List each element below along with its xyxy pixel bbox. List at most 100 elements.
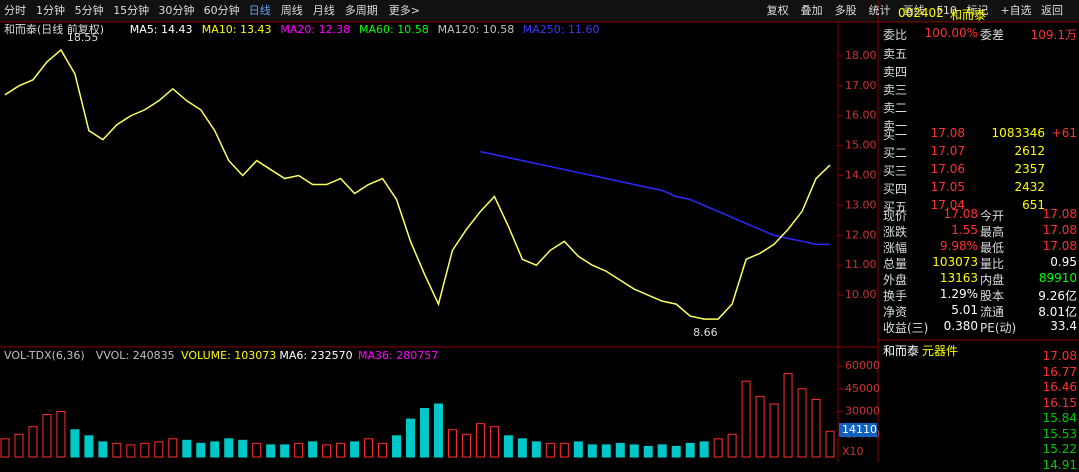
buy-price: 17.06	[930, 162, 965, 176]
period-tab[interactable]: 15分钟	[113, 3, 149, 17]
period-tab[interactable]: 月线	[313, 3, 335, 17]
tool-button[interactable]: 复权	[767, 3, 789, 17]
volume-bar	[671, 445, 681, 458]
volume-bar	[559, 442, 569, 458]
volume-bar	[811, 398, 821, 458]
stat-value: 5.01	[951, 303, 978, 317]
volume-bar	[98, 441, 108, 458]
y-tick-label: 12.00	[845, 228, 877, 241]
sell-label: 卖三	[883, 83, 908, 97]
tool-button[interactable]: +自选	[1000, 4, 1031, 17]
stat-value: 8.01亿	[1038, 305, 1077, 319]
buy-price: 17.05	[930, 180, 965, 194]
period-tab[interactable]: 分时	[4, 4, 26, 17]
tool-button[interactable]: 统计	[869, 4, 891, 17]
volume-bar	[364, 438, 374, 458]
volume-bar	[797, 388, 807, 458]
period-tab[interactable]: 60分钟	[204, 3, 240, 17]
volume-bar	[336, 442, 346, 458]
mini-axis-label: 16.46	[1042, 380, 1077, 394]
volume-bar	[783, 373, 793, 458]
volume-bar	[70, 429, 80, 458]
volume-bar	[252, 442, 262, 458]
stat-value: 9.26亿	[1038, 289, 1077, 303]
stat-label: 涨幅	[883, 241, 908, 255]
volume-bar	[266, 444, 276, 458]
volume-legend: VOL-TDX(6,36)	[4, 349, 85, 362]
buy-volume: 2612	[1014, 144, 1045, 158]
volume-bar	[587, 444, 597, 458]
sell-label: 卖五	[883, 47, 908, 61]
mini-axis-label: 16.77	[1042, 364, 1077, 379]
buy-label: 买五	[883, 200, 908, 214]
volume-bar	[517, 438, 527, 458]
period-tab[interactable]: 更多>	[389, 3, 420, 17]
y-tick-label: 13.00	[845, 198, 877, 211]
volume-bar	[182, 439, 192, 458]
tab[interactable]: 元器件	[922, 344, 959, 358]
volume-bar	[573, 441, 583, 458]
stock-code: 002402	[898, 6, 944, 20]
stat-label: 股本	[980, 289, 1005, 303]
tool-button[interactable]: 多股	[835, 3, 857, 17]
scale-label: X10	[842, 445, 864, 458]
stock-name: 和而泰	[950, 8, 987, 22]
stat-value: 103073	[932, 255, 978, 269]
stat-label: 内盘	[980, 273, 1005, 287]
volume-bar	[643, 445, 653, 458]
volume-bar	[168, 438, 178, 458]
volume-bar	[0, 438, 10, 458]
tool-button[interactable]: 叠加	[801, 4, 823, 17]
volume-bar	[503, 435, 513, 458]
volume-bar	[56, 411, 66, 458]
sell-label: 卖一	[883, 119, 908, 133]
buy-price: 17.07	[930, 144, 965, 158]
volume-bar	[433, 403, 443, 458]
volume-bar	[419, 408, 429, 458]
period-tab[interactable]: 日线	[249, 3, 271, 17]
volume-bar	[545, 442, 555, 458]
tool-button[interactable]: 返回	[1041, 4, 1063, 17]
buy-price: 17.04	[930, 198, 965, 212]
tool-button[interactable]: 画线	[903, 3, 925, 17]
mini-axis-label: 14.91	[1042, 457, 1077, 472]
volume-bar	[140, 442, 150, 458]
period-tab[interactable]: 1分钟	[36, 3, 65, 17]
volume-bar	[713, 438, 723, 458]
period-tab[interactable]: 5分钟	[75, 3, 104, 17]
volume-bar	[196, 442, 206, 458]
stat-label: 收益(三)	[883, 321, 929, 335]
volume-bar	[461, 433, 471, 458]
ma-legend: MA60: 10.58	[359, 23, 429, 36]
volume-bar	[406, 418, 416, 458]
volume-bar	[699, 441, 709, 458]
stat-label: 总量	[883, 257, 908, 271]
period-tab[interactable]: 30分钟	[158, 3, 194, 17]
volume-bar	[769, 403, 779, 458]
period-tab[interactable]: 多周期	[345, 3, 378, 17]
ma-legend: MA10: 13.43	[202, 23, 272, 36]
buy-volume: 1083346	[991, 126, 1045, 140]
mini-axis-label: 17.08	[1042, 349, 1077, 363]
volume-bar	[224, 438, 234, 458]
stat-label: 流通	[980, 305, 1005, 319]
period-tab[interactable]: 周线	[281, 3, 303, 17]
stat-label: 净资	[883, 305, 908, 319]
volume-bar	[84, 435, 94, 458]
mini-axis-label: 15.84	[1042, 411, 1077, 425]
low-label: 8.66	[693, 326, 718, 339]
stat-value: 17.08	[1042, 207, 1077, 221]
tool-button[interactable]: 标记	[966, 3, 988, 17]
volume-bar	[392, 435, 402, 458]
buy-change: +61	[1051, 126, 1077, 140]
volume-bar	[685, 442, 695, 458]
tool-button[interactable]: F10	[937, 4, 957, 17]
volume-legend: MA6: 232570	[279, 349, 352, 362]
y-tick-label: 17.00	[845, 79, 877, 92]
stat-value: 17.08	[943, 207, 978, 221]
volume-bar	[42, 414, 52, 458]
stat-label: PE(动)	[980, 321, 1017, 335]
volume-bar	[112, 442, 122, 458]
tab[interactable]: 和而泰	[883, 344, 920, 358]
stat-value: 33.4	[1050, 319, 1077, 333]
